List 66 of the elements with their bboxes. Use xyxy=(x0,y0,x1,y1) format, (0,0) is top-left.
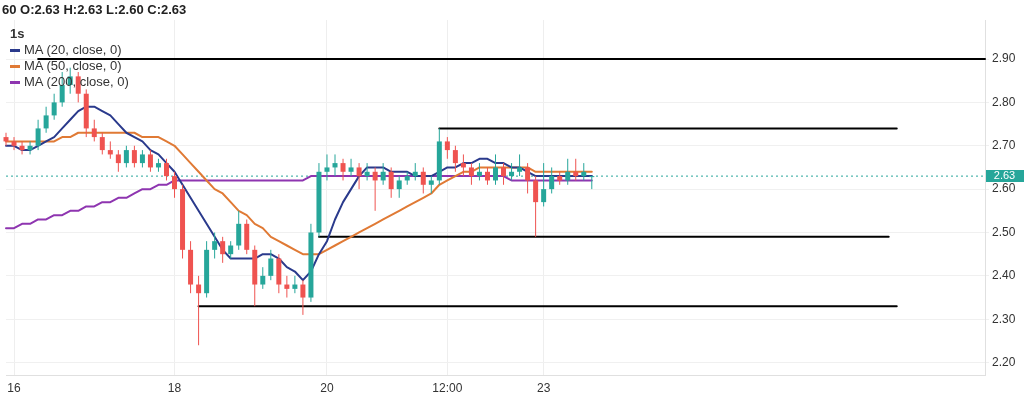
text: 1s xyxy=(10,26,26,42)
candlestick xyxy=(348,158,354,177)
x-tick-label: 12:00 xyxy=(432,381,463,396)
candlestick xyxy=(388,166,394,199)
candlestick xyxy=(147,149,153,173)
candlestick xyxy=(493,153,498,186)
x-tick-label: 23 xyxy=(536,381,551,396)
chart-title: 60 O:2.63 H:2.63 L:2.60 C:2.63 xyxy=(2,2,187,17)
candlestick xyxy=(99,132,105,155)
candlestick xyxy=(300,279,306,316)
candlestick xyxy=(43,106,49,134)
candlestick xyxy=(3,132,9,147)
candlestick xyxy=(501,162,507,186)
ref-line-label: 2.63 xyxy=(993,169,1016,182)
x-tick-label: 16 xyxy=(7,381,22,396)
candlestick xyxy=(123,145,129,168)
candlestick xyxy=(91,119,97,142)
candlestick xyxy=(260,266,266,290)
legend-label: MA (20, close, 0) xyxy=(24,42,122,57)
y-tick-label: 2.90 xyxy=(992,51,1016,66)
candlestick xyxy=(163,158,169,181)
candlestick xyxy=(396,175,402,199)
candlestick xyxy=(27,140,33,155)
legend-label: MA (50, close, 0) xyxy=(24,58,122,73)
candlestick xyxy=(589,175,595,190)
candlestick xyxy=(460,153,466,177)
candlestick xyxy=(340,158,346,181)
candlestick xyxy=(292,275,298,294)
y-tick-label: 2.20 xyxy=(992,354,1016,369)
candlestick xyxy=(35,119,41,151)
x-tick-label: 18 xyxy=(167,381,182,396)
y-tick-label: 2.60 xyxy=(992,181,1016,196)
x-tick-label: 20 xyxy=(320,381,334,396)
candlestick xyxy=(212,231,218,260)
candlestick xyxy=(220,236,226,264)
candlestick xyxy=(525,162,531,194)
candlestick xyxy=(131,145,137,168)
candlestick xyxy=(172,171,178,199)
candlestick xyxy=(380,162,386,186)
y-tick-label: 2.40 xyxy=(992,268,1016,283)
candlestick xyxy=(468,162,474,186)
candlestick xyxy=(284,275,290,299)
y-tick-label: 2.80 xyxy=(992,94,1016,109)
y-tick-label: 2.70 xyxy=(992,138,1016,153)
candlestick xyxy=(268,249,274,281)
candlestick xyxy=(444,136,450,160)
candlestick xyxy=(332,153,338,177)
candlestick xyxy=(51,93,57,121)
candlestick xyxy=(533,175,539,238)
candlestick xyxy=(236,210,242,251)
candlestick xyxy=(420,166,426,194)
y-tick-label: 2.50 xyxy=(992,224,1016,239)
candlestick xyxy=(549,166,555,194)
candlestick xyxy=(364,162,370,181)
candlestick xyxy=(573,158,579,181)
candlestick xyxy=(11,136,17,151)
candlestick xyxy=(324,153,330,181)
candlestick xyxy=(115,149,121,173)
candlestick xyxy=(19,140,25,155)
candlestick xyxy=(372,166,378,212)
candlestick xyxy=(565,158,571,186)
candlestick xyxy=(196,275,202,346)
candlestick xyxy=(541,162,547,207)
candlestick xyxy=(356,162,362,190)
candlestick xyxy=(452,145,458,173)
y-tick-label: 2.30 xyxy=(992,311,1016,326)
